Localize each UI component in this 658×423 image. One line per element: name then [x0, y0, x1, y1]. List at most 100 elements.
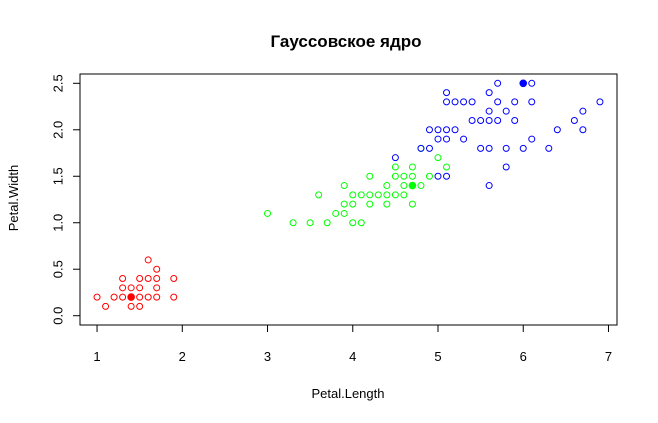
- data-point: [332, 209, 340, 217]
- data-point: [153, 275, 161, 283]
- data-point: [443, 98, 451, 106]
- data-point: [349, 200, 357, 208]
- data-point: [315, 191, 323, 199]
- y-tick-label: 2.5: [51, 74, 66, 92]
- data-point: [451, 126, 459, 134]
- data-point: [528, 98, 536, 106]
- data-point: [545, 144, 553, 152]
- data-point: [425, 126, 433, 134]
- data-point: [528, 79, 536, 87]
- data-point: [366, 191, 374, 199]
- x-tick-label: 3: [264, 349, 271, 364]
- data-point: [357, 191, 365, 199]
- data-point: [289, 219, 297, 227]
- plot-frame: [79, 73, 618, 326]
- y-axis-label: Petal.Width: [6, 165, 21, 231]
- data-point: [110, 293, 118, 301]
- data-point: [434, 126, 442, 134]
- data-point: [485, 107, 493, 115]
- data-point: [153, 293, 161, 301]
- data-point: [553, 126, 561, 134]
- data-point: [127, 284, 135, 292]
- y-tick-label: 0.5: [51, 260, 66, 278]
- data-point: [136, 302, 144, 310]
- kernel-center-point: [519, 79, 528, 88]
- data-point: [570, 116, 578, 124]
- data-point: [306, 219, 314, 227]
- x-tick-label: 2: [179, 349, 186, 364]
- x-tick-label: 5: [434, 349, 441, 364]
- data-point: [443, 135, 451, 143]
- data-point: [383, 191, 391, 199]
- data-point: [494, 79, 502, 87]
- data-point: [408, 172, 416, 180]
- data-point: [460, 98, 468, 106]
- data-point: [170, 275, 178, 283]
- y-tick-label: 0.0: [51, 307, 66, 325]
- chart-title: Гауссовское ядро: [271, 32, 422, 51]
- data-point: [93, 293, 101, 301]
- data-point: [443, 89, 451, 97]
- data-point: [136, 275, 144, 283]
- data-point: [434, 172, 442, 180]
- x-tick-label: 1: [93, 349, 100, 364]
- data-point: [451, 98, 459, 106]
- data-point: [579, 107, 587, 115]
- x-axis: 1 2 3 4 5 6 7: [93, 324, 612, 364]
- data-point: [144, 293, 152, 301]
- data-point: [494, 98, 502, 106]
- data-point: [366, 172, 374, 180]
- data-point: [494, 116, 502, 124]
- data-point: [502, 163, 510, 171]
- data-point: [443, 163, 451, 171]
- data-point: [340, 200, 348, 208]
- data-point: [119, 293, 127, 301]
- data-point: [485, 182, 493, 190]
- data-point: [349, 191, 357, 199]
- y-tick-label: 2.0: [51, 121, 66, 139]
- data-point: [349, 219, 357, 227]
- data-point: [340, 182, 348, 190]
- data-point: [579, 126, 587, 134]
- data-point: [528, 135, 536, 143]
- y-axis: 0.0 0.5 1.0 1.5 2.0 2.5: [51, 74, 81, 325]
- data-point: [357, 219, 365, 227]
- data-point: [443, 126, 451, 134]
- data-point: [485, 144, 493, 152]
- data-point: [170, 293, 178, 301]
- data-point: [596, 98, 604, 106]
- data-point: [434, 135, 442, 143]
- data-point: [485, 116, 493, 124]
- data-point: [383, 200, 391, 208]
- x-tick-label: 6: [520, 349, 527, 364]
- data-point: [468, 98, 476, 106]
- x-tick-label: 4: [349, 349, 356, 364]
- data-point: [366, 200, 374, 208]
- data-point: [374, 191, 382, 199]
- data-point: [417, 144, 425, 152]
- data-point: [519, 144, 527, 152]
- data-point: [408, 200, 416, 208]
- data-point: [127, 302, 135, 310]
- data-point: [485, 89, 493, 97]
- data-point: [136, 293, 144, 301]
- data-point: [136, 284, 144, 292]
- data-point: [502, 107, 510, 115]
- data-point: [153, 284, 161, 292]
- data-point: [264, 209, 272, 217]
- data-point: [119, 275, 127, 283]
- y-tick-label: 1.0: [51, 214, 66, 232]
- data-point: [144, 256, 152, 264]
- kernel-center-point: [127, 293, 135, 301]
- data-point: [323, 219, 331, 227]
- data-point: [400, 191, 408, 199]
- data-point: [417, 182, 425, 190]
- data-point: [102, 302, 110, 310]
- y-tick-label: 1.5: [51, 167, 66, 185]
- data-point: [391, 172, 399, 180]
- data-point: [468, 116, 476, 124]
- data-point: [391, 154, 399, 162]
- data-point: [153, 265, 161, 273]
- data-point: [460, 135, 468, 143]
